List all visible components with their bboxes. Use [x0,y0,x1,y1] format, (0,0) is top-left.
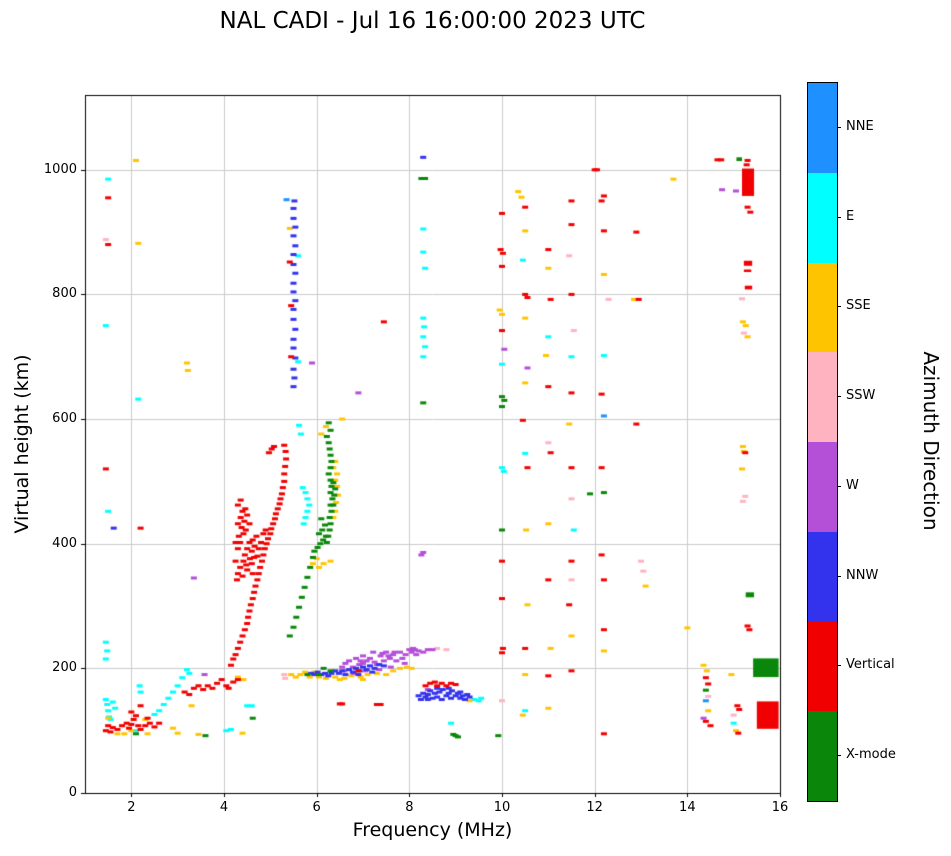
y-tick-label: 0 [68,785,77,800]
colorbar-segment-ssw [808,352,837,442]
colorbar-tick [837,396,841,398]
y-tick-label: 800 [52,286,77,302]
x-tick-label: 4 [219,800,229,815]
colorbar-segment-vertical [808,621,837,712]
x-tick-label: 16 [771,800,789,815]
colorbar-tick [837,306,841,308]
y-tick-label: 1000 [43,161,77,177]
colorbar-segment-w [808,442,837,532]
colorbar-label-nnw: NNW [846,567,879,583]
colorbar-tick [837,485,841,487]
colorbar-tick [837,665,841,667]
colorbar-tick [837,126,841,128]
x-tick-label: 10 [493,800,511,815]
y-tick-label: 600 [52,411,77,427]
x-tick-label: 6 [312,800,321,815]
colorbar-tick [837,755,841,757]
colorbar-tick [837,216,841,218]
x-tick-label: 14 [679,800,696,815]
colorbar-segment-x-mode [808,711,837,801]
colorbar-label-vertical: Vertical [846,657,895,673]
colorbar [807,82,838,802]
colorbar-label-e: E [846,208,855,224]
colorbar-label-w: W [846,477,859,493]
x-tick-label: 8 [405,800,414,815]
x-axis-label: Frequency (MHz) [352,819,513,841]
colorbar-label-x-mode: X-mode [846,747,896,763]
colorbar-label-ssw: SSW [846,388,876,404]
colorbar-tick [837,575,841,577]
x-tick-label: 2 [127,800,136,815]
colorbar-segment-e [808,172,837,263]
y-axis-label: Virtual height (km) [11,354,33,534]
y-tick-label: 200 [52,660,77,676]
colorbar-label-nne: NNE [846,118,874,134]
y-tick-label: 400 [52,535,77,551]
x-tick-label: 12 [586,800,603,815]
colorbar-label-sse: SSE [846,298,871,314]
chart-title: NAL CADI - Jul 16 16:00:00 2023 UTC [219,8,646,34]
colorbar-segment-nne [808,83,837,173]
colorbar-segment-nnw [808,531,837,622]
colorbar-segment-sse [808,262,837,353]
colorbar-axis-label: Azimuth Direction [919,351,943,531]
